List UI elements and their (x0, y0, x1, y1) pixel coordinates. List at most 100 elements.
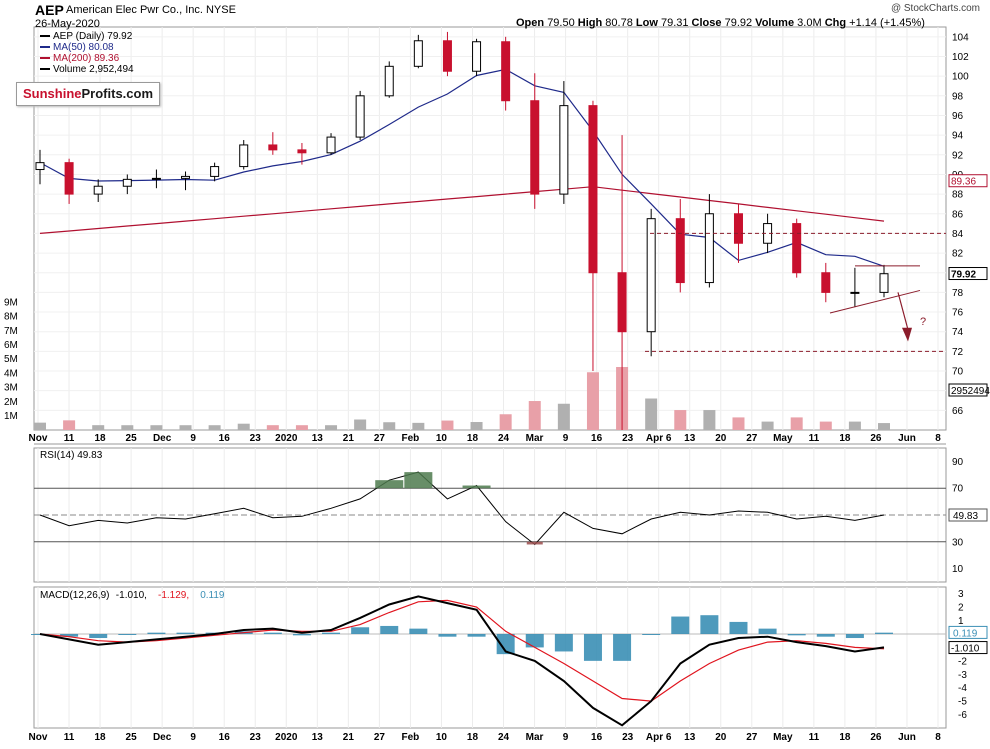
date-tick-label-bottom: Jun (898, 732, 916, 743)
date-tick-label-bottom: 13 (684, 732, 696, 743)
candle-body (879, 273, 889, 293)
volume-bar (441, 420, 454, 430)
date-tick-label: 2020 (275, 433, 298, 444)
volume-tick-label: 9M (4, 297, 18, 308)
price-legend-item: MA(200) 89.36 (53, 53, 120, 64)
volume-bar (761, 421, 774, 430)
rsi-overbought-fill (462, 485, 491, 489)
macd-hist-bar (787, 634, 806, 636)
volume-bar (412, 422, 425, 430)
macd-hist-bar (613, 634, 632, 661)
date-tick-label: 9 (563, 433, 569, 444)
date-tick-label: Jun (898, 433, 916, 444)
candle-body (384, 65, 394, 97)
macd-hist-bar (729, 621, 748, 634)
volume-bar (179, 425, 192, 430)
candle-body (617, 272, 627, 333)
volume-bar (208, 425, 221, 430)
macd-hist-bar (89, 634, 108, 639)
macd-legend-item: MACD(12,26,9) (40, 590, 109, 601)
volume-bar (586, 372, 599, 430)
volume-tick-label: 8M (4, 312, 18, 323)
date-tick-label: 11 (809, 433, 820, 444)
date-tick-label: 18 (839, 433, 851, 444)
candle-body (646, 218, 656, 333)
candle-body (792, 223, 802, 274)
macd-tick-label: 2 (958, 603, 964, 614)
open-value: 79.50 (547, 17, 575, 29)
date-tick-label-bottom: 25 (126, 732, 138, 743)
price-tick-label: 104 (952, 32, 969, 43)
candle-body (588, 105, 598, 274)
brand-part1: Sunshine (23, 86, 82, 101)
date-tick-label-bottom: 23 (250, 732, 262, 743)
date-tick-label-bottom: 2020 (275, 732, 298, 743)
macd-hist-value-box (948, 625, 988, 639)
candle-body (151, 177, 161, 180)
price-legend-item: MA(50) 80.08 (53, 42, 114, 53)
right-label-last: 79.92 (951, 270, 976, 281)
date-tick-label: 13 (684, 433, 696, 444)
candle-body (64, 162, 74, 195)
date-tick-label: 21 (343, 433, 355, 444)
macd-hist-bar (583, 634, 602, 661)
date-tick-label-bottom: Mar (526, 732, 544, 743)
date-tick-label-bottom: 23 (622, 732, 634, 743)
candle-body (413, 40, 423, 67)
down-arrow-head (902, 327, 912, 342)
candle-body (472, 41, 482, 72)
date-tick-label: 18 (95, 433, 107, 444)
volume-bar (295, 425, 308, 430)
date-tick-label-bottom: 9 (190, 732, 196, 743)
candle-body (326, 136, 336, 154)
macd-tick-label: -6 (958, 710, 967, 721)
macd-tick-label: -4 (958, 683, 967, 694)
ma200-line (39, 186, 885, 234)
macd-line (39, 595, 885, 727)
date-tick-label-bottom: 18 (467, 732, 479, 743)
rsi-tick-label: 30 (952, 537, 964, 548)
candle-body (35, 162, 45, 171)
macd-hist-bar (845, 634, 864, 639)
rsi-tick-label: 10 (952, 564, 964, 575)
close-label: Close (691, 17, 722, 29)
volume-tick-label: 1M (4, 411, 18, 422)
date-tick-label: 25 (126, 433, 138, 444)
panel-frame-2 (33, 586, 947, 729)
volume-bar (266, 425, 279, 430)
date-tick-label-bottom: 27 (746, 732, 758, 743)
price-tick-label: 70 (952, 367, 964, 378)
date-tick-label-bottom: 18 (839, 732, 851, 743)
volume-bar (819, 421, 832, 430)
date-tick-label: 24 (498, 433, 510, 444)
rsi-oversold-fill (526, 541, 543, 545)
volume-bar (848, 421, 861, 430)
low-label: Low (635, 17, 658, 29)
rsi-overbought-fill (404, 472, 433, 489)
volume-bar (645, 398, 658, 430)
volume-bar (499, 414, 512, 430)
candle-body (442, 40, 452, 72)
candle-body (181, 175, 191, 179)
candle-body (297, 149, 307, 154)
ticker: AEP (35, 2, 64, 18)
price-legend-item: Volume 2,952,494 (53, 64, 134, 75)
quote-bar: Open 79.50 High 80.78 Low 79.31 Close 79… (516, 17, 925, 29)
volume-tick-label: 4M (4, 368, 18, 379)
date-tick-label-bottom: May (773, 732, 793, 743)
volume-bar (63, 420, 76, 430)
date-tick-label-bottom: Apr 6 (646, 732, 672, 743)
macd-hist-bar (700, 615, 719, 634)
macd-hist-bar (60, 634, 79, 637)
price-tick-label: 94 (952, 131, 964, 142)
date-tick-label: 8 (935, 433, 941, 444)
volume-bar (528, 401, 541, 430)
rsi-line (39, 471, 885, 546)
copyright: @ StockCharts.com (890, 3, 980, 14)
macd-hist-bar (496, 634, 515, 655)
candle-body (239, 144, 249, 168)
volume-bar (354, 419, 367, 430)
macd-hist-bar (380, 625, 399, 634)
